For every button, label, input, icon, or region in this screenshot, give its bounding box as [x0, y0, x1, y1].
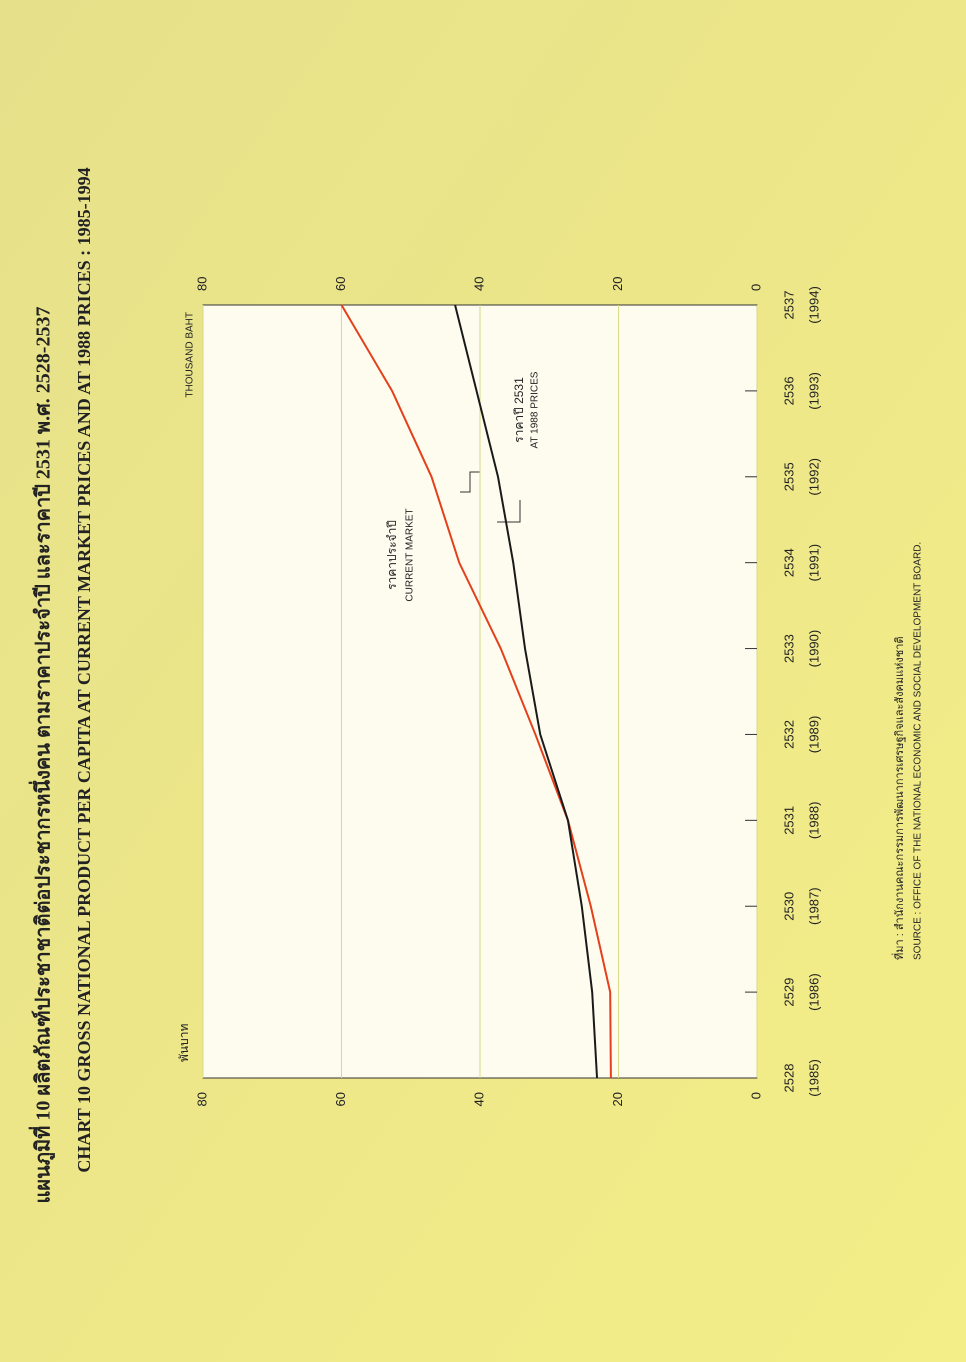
rotated-chart: แผนภูมิที่ 10 ผลิตภัณฑ์ประชาชาติต่อประชา…: [28, 167, 924, 1203]
x-tick-label: 2533: [781, 634, 796, 663]
y-tick-label-right: 80: [194, 277, 209, 291]
x-tick-label: 2532: [781, 720, 796, 749]
y-axis-label: THOUSAND BAHT: [185, 312, 196, 398]
x-tick-label-ce: (1986): [806, 973, 821, 1011]
y-axis-label-thai: พันบาท: [177, 1024, 191, 1062]
y-tick-label: 40: [471, 1092, 486, 1106]
x-tick-label: 2529: [781, 978, 796, 1007]
x-tick-label-ce: (1987): [806, 887, 821, 925]
leader-line: [460, 471, 480, 493]
x-tick-label: 2534: [781, 548, 796, 577]
leader-line: [497, 500, 521, 523]
y-tick-label: 60: [333, 1092, 348, 1106]
x-tick-label: 2536: [781, 376, 796, 405]
x-tick-label-ce: (1989): [806, 716, 821, 754]
series-line: [454, 304, 599, 1079]
x-tick-label: 2537: [781, 291, 796, 320]
y-tick-label-right: 40: [471, 277, 486, 291]
legend-label: AT 1988 PRICES: [530, 371, 541, 448]
title: CHART 10 GROSS NATIONAL PRODUCT PER CAPI…: [74, 167, 94, 1172]
y-tick-label-right: 0: [748, 284, 763, 291]
legend-label: CURRENT MARKET: [405, 508, 416, 601]
x-tick-label-ce: (1993): [806, 372, 821, 410]
x-tick-label-ce: (1992): [806, 458, 821, 496]
x-tick-label: 2531: [781, 806, 796, 835]
legend-label-thai: ราคาปี 2531: [512, 377, 526, 443]
y-tick-label: 0: [748, 1092, 763, 1099]
y-tick-label-right: 20: [610, 277, 625, 291]
y-tick-label: 20: [610, 1092, 625, 1106]
source: SOURCE : OFFICE OF THE NATIONAL ECONOMIC…: [913, 542, 924, 960]
source-thai: ที่มา : สำนักงานคณะกรรมการพัฒนาการเศรษฐก…: [891, 636, 906, 960]
series-line: [340, 304, 612, 1079]
x-tick-label-ce: (1994): [806, 286, 821, 324]
y-tick-label: 80: [194, 1092, 209, 1106]
legend-label-thai: ราคาประจำปี: [385, 520, 399, 590]
x-tick-label-ce: (1985): [806, 1059, 821, 1097]
title-thai: แผนภูมิที่ 10 ผลิตภัณฑ์ประชาชาติต่อประชา…: [28, 307, 57, 1204]
x-tick-label: 2535: [781, 462, 796, 491]
x-tick-label: 2530: [781, 892, 796, 921]
x-tick-label-ce: (1990): [806, 630, 821, 668]
x-tick-label-ce: (1988): [806, 802, 821, 840]
x-tick-label-ce: (1991): [806, 544, 821, 582]
y-tick-label-right: 60: [333, 277, 348, 291]
x-tick-label: 2528: [781, 1064, 796, 1093]
